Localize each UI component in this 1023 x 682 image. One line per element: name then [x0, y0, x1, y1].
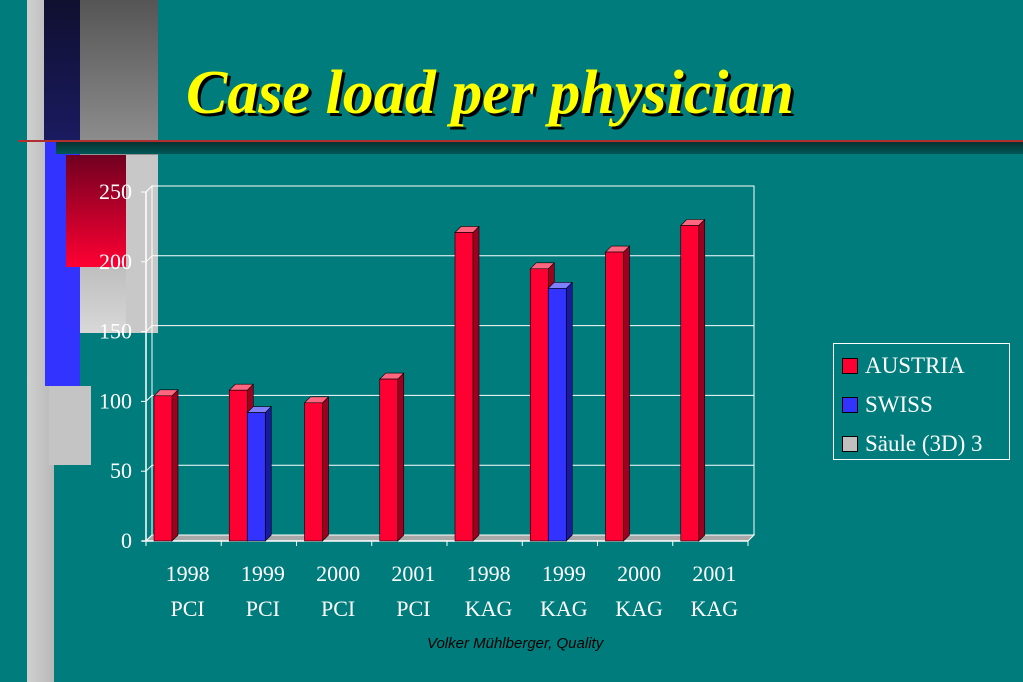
bar-austria [680, 225, 700, 542]
decor-bar-light [49, 386, 91, 465]
legend-swatch-saeule [842, 436, 858, 452]
bar-austria-side [397, 372, 405, 542]
gridline-side [145, 395, 153, 402]
x-tick-label: PCI [321, 596, 355, 621]
title-rule-red [18, 140, 1023, 142]
x-tick-label: 2000 [316, 561, 360, 586]
y-tick-label: 100 [99, 388, 132, 413]
bar-swiss [246, 412, 266, 542]
bar-austria [304, 402, 323, 542]
bar-austria [454, 232, 474, 542]
x-tick-label: KAG [540, 596, 588, 621]
y-tick-label: 250 [99, 179, 132, 204]
bar-swiss-side [565, 281, 573, 542]
x-tick-label: KAG [615, 596, 663, 621]
legend-swatch-swiss [842, 397, 858, 413]
legend-item-saeule: Säule (3D) 3 [842, 430, 983, 458]
bar-austria-side [623, 245, 630, 542]
bar-austria [605, 251, 624, 542]
bar-austria-side [472, 225, 480, 542]
x-tick-label: 2001 [391, 561, 435, 586]
x-tick-label: 2001 [692, 561, 736, 586]
x-tick-label: KAG [465, 596, 513, 621]
decor-bar-light-right [126, 155, 158, 333]
legend-item-swiss: SWISS [842, 391, 933, 419]
x-tick-label: KAG [691, 596, 739, 621]
slide-title: Case load per physician [186, 59, 794, 127]
legend-swatch-austria [842, 358, 858, 374]
legend-item-austria: AUSTRIA [842, 352, 965, 380]
slide-footer: Volker Mühlberger, Quality [427, 635, 604, 652]
legend-label-saeule: Säule (3D) 3 [865, 431, 983, 456]
x-tick-label: 1999 [241, 561, 285, 586]
chart-legend: AUSTRIA SWISS Säule (3D) 3 [833, 343, 1010, 460]
bar-austria [228, 389, 248, 542]
bar-austria [379, 378, 399, 542]
decor-bar-dark [44, 0, 80, 140]
x-tick-label: 1998 [166, 561, 210, 586]
gridline-side [145, 464, 153, 472]
y-tick-label: 200 [99, 249, 132, 274]
x-tick-label: 1998 [467, 561, 511, 586]
gridline-side [145, 185, 153, 193]
y-tick-label: 50 [110, 458, 132, 483]
bar-swiss [547, 288, 567, 542]
bar-austria-side [171, 389, 179, 542]
gridline-side [145, 255, 153, 263]
x-tick-label: PCI [396, 596, 430, 621]
legend-label-swiss: SWISS [865, 392, 933, 417]
decor-bar-red [66, 155, 126, 267]
x-tick-label: 2000 [617, 561, 661, 586]
bar-austria-side [322, 396, 329, 542]
x-tick-label: 1999 [542, 561, 586, 586]
chart-side-wall [145, 184, 153, 543]
bar-austria [153, 395, 173, 542]
y-tick-label: 150 [99, 319, 132, 344]
bar-swiss-side [264, 405, 272, 542]
y-tick-label: 0 [121, 528, 132, 553]
gridline-side [145, 325, 153, 332]
x-tick-label: PCI [246, 596, 280, 621]
legend-label-austria: AUSTRIA [865, 353, 965, 378]
title-rule-shadow [56, 142, 1023, 154]
x-tick-label: PCI [171, 596, 205, 621]
bar-austria-side [698, 218, 706, 542]
bar-austria [529, 268, 549, 542]
